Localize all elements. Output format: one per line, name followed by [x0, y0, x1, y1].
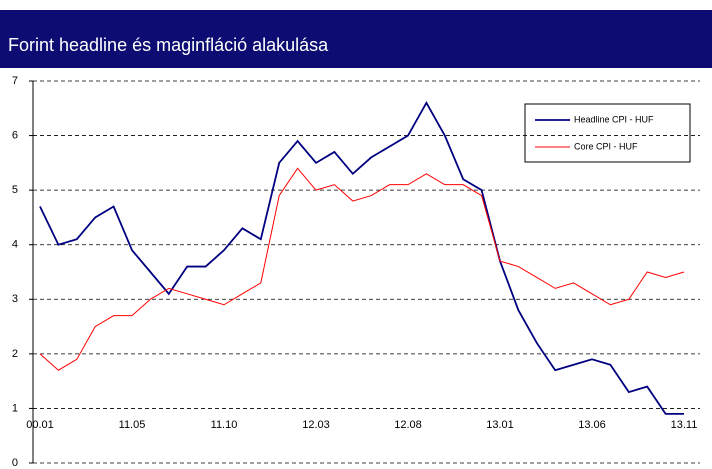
legend-label: Core CPI - HUF [574, 141, 638, 151]
y-tick-label: 4 [12, 239, 18, 251]
x-tick-label: 13.06 [578, 419, 606, 431]
y-tick-label: 3 [12, 293, 18, 305]
x-tick-label: 11.05 [119, 419, 146, 431]
legend-label: Headline CPI - HUF [574, 114, 654, 124]
x-tick-label: 12.03 [302, 419, 330, 431]
y-tick-label: 6 [12, 129, 18, 141]
y-tick-label: 5 [12, 184, 18, 196]
y-tick-label: 0 [12, 457, 18, 469]
x-tick-label: 11.10 [211, 419, 238, 431]
chart-title: Forint headline és maginfláció alakulása [8, 35, 329, 55]
legend [524, 103, 691, 163]
y-tick-label: 7 [12, 75, 18, 87]
x-tick-label: 13.11 [671, 419, 698, 431]
x-tick-label: 12.08 [394, 419, 422, 431]
series-line [39, 167, 685, 371]
series-line [39, 100, 684, 415]
y-tick-label: 1 [12, 402, 18, 414]
x-tick-label: 00.01 [26, 419, 54, 431]
x-tick-label: 13.01 [486, 419, 514, 431]
title-banner [0, 10, 712, 68]
y-tick-label: 2 [12, 348, 18, 360]
